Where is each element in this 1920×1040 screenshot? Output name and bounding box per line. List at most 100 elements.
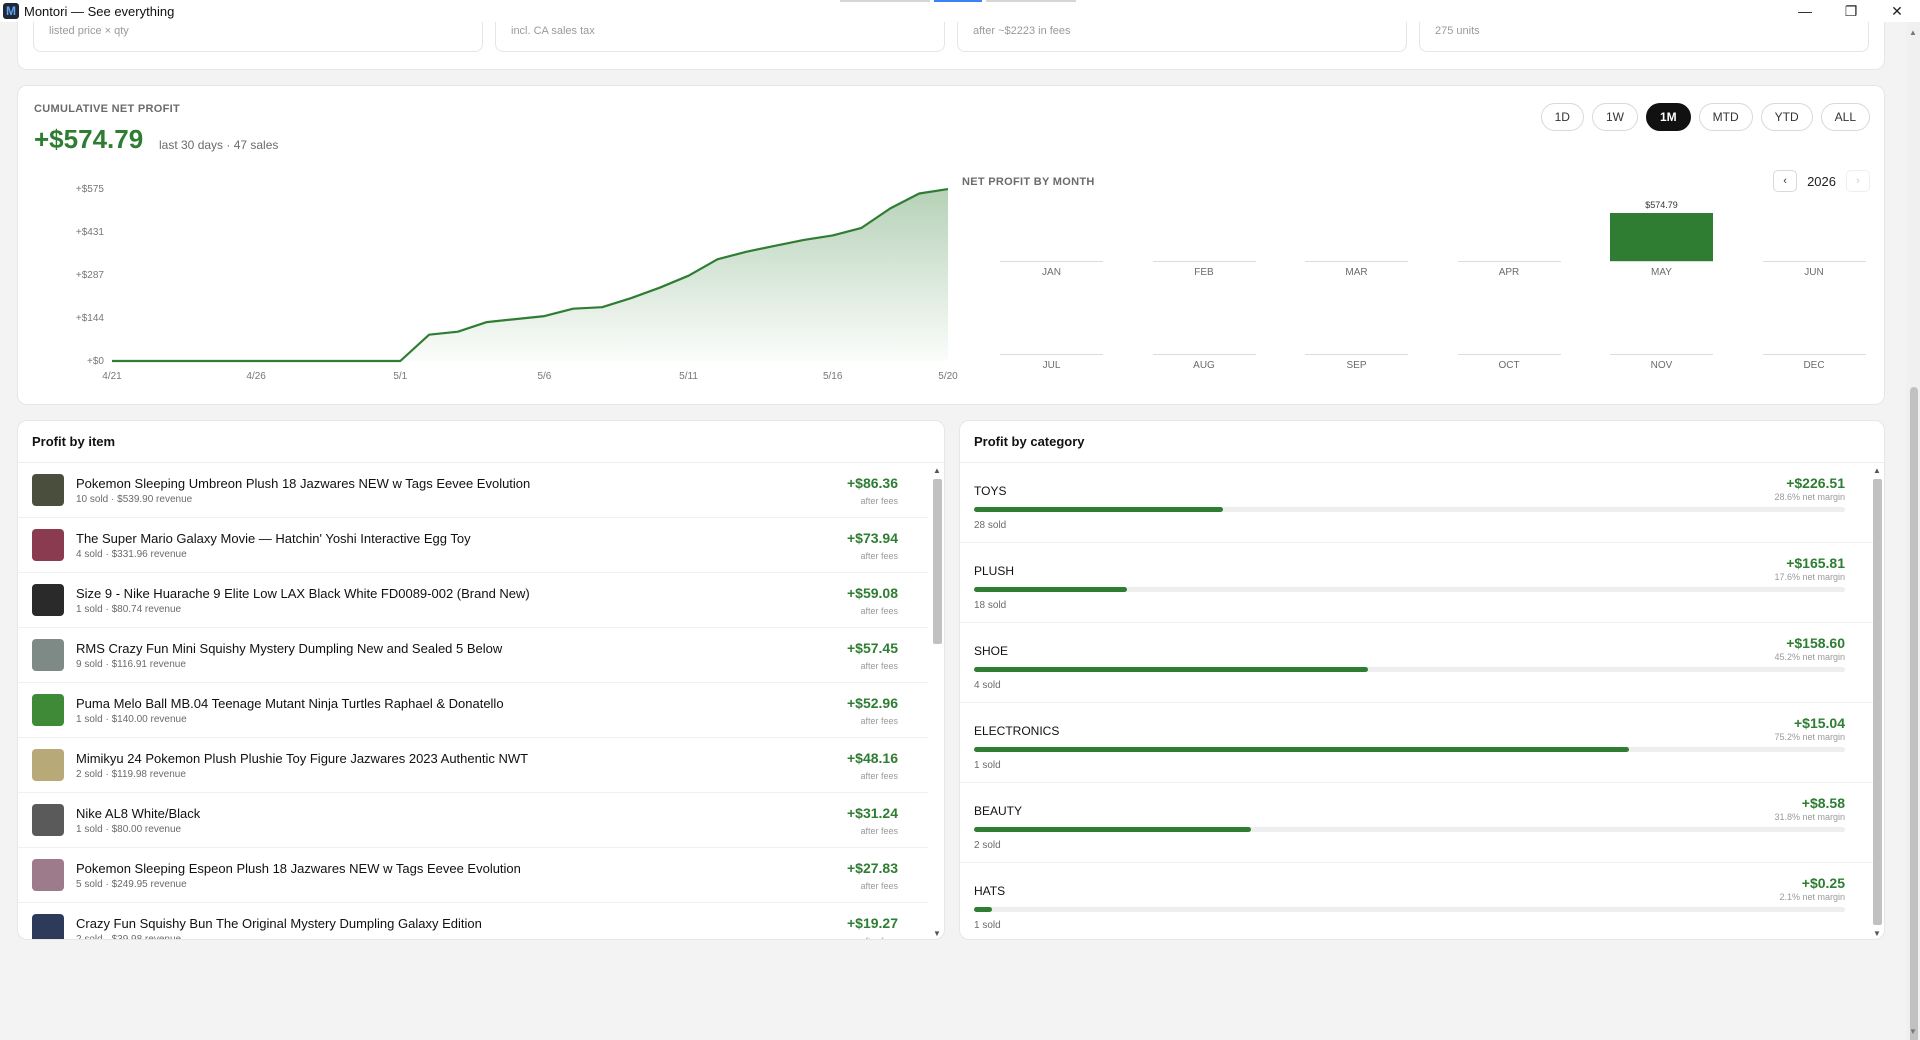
range-button-1m[interactable]: 1M	[1645, 103, 1691, 131]
category-sold-count: 1 sold	[974, 760, 1001, 771]
range-button-1w[interactable]: 1W	[1591, 103, 1638, 131]
category-sold-count: 18 sold	[974, 600, 1007, 611]
item-meta: 1 sold · $80.74 revenue	[76, 604, 182, 615]
month-cell-sep[interactable]: SEP	[1305, 299, 1408, 389]
cumulative-subtitle: last 30 days · 47 sales	[159, 138, 279, 152]
prev-year-button[interactable]: ‹	[1773, 170, 1798, 192]
month-cell-nov[interactable]: NOV	[1610, 299, 1713, 389]
scroll-up-icon[interactable]: ▲	[1909, 28, 1917, 37]
month-value-label: $574.79	[1645, 200, 1678, 210]
margin-bar-track	[974, 907, 1845, 912]
item-name: Puma Melo Ball MB.04 Teenage Mutant Ninj…	[76, 696, 504, 711]
item-list-scrollbar[interactable]: ▲ ▼	[930, 463, 944, 939]
category-row[interactable]: HATS +$0.25 2.1% net margin 1 sold	[960, 863, 1875, 939]
item-row[interactable]: Puma Melo Ball MB.04 Teenage Mutant Ninj…	[18, 683, 928, 738]
cumulative-profit-chart: +$0 +$144 +$287 +$431 +$575 4/21 4/26 5/1 5/6 5/1…	[76, 184, 958, 382]
month-cell-aug[interactable]: AUG	[1152, 299, 1256, 389]
category-list-scrollbar[interactable]: ▲ ▼	[1870, 463, 1884, 939]
month-baseline	[1762, 354, 1866, 355]
scroll-down-icon[interactable]: ▼	[1909, 1027, 1917, 1036]
item-name: Mimikyu 24 Pokemon Plush Plushie Toy Fig…	[76, 751, 529, 766]
scroll-down-icon[interactable]: ▼	[1873, 929, 1881, 938]
item-thumbnail	[32, 749, 64, 781]
item-row[interactable]: Mimikyu 24 Pokemon Plush Plushie Toy Fig…	[18, 738, 928, 793]
month-bar[interactable]	[1610, 213, 1713, 261]
monthly-profit-chart: JAN FEB MAR APR $574.79 MAY JUN JUL AUG SEP OCT NOV…	[978, 200, 1868, 396]
stat-card: after ~$2223 in fees	[957, 22, 1407, 52]
item-name: Pokemon Sleeping Umbreon Plush 18 Jazwar…	[76, 476, 531, 491]
category-name: BEAUTY	[974, 804, 1023, 818]
item-row[interactable]: Size 9 - Nike Huarache 9 Elite Low LAX B…	[18, 573, 928, 628]
item-row[interactable]: Nike AL8 White/Black 1 sold · $80.00 reve…	[18, 793, 928, 848]
category-profit: +$165.81	[1786, 555, 1845, 571]
page-scrollbar-thumb[interactable]	[1910, 387, 1918, 1040]
tab-indicator[interactable]	[840, 0, 930, 2]
y-tick-label: +$144	[76, 313, 105, 324]
range-button-mtd[interactable]: MTD	[1698, 103, 1753, 131]
item-thumbnail	[32, 529, 64, 561]
y-tick-label: +$431	[76, 227, 105, 238]
category-row[interactable]: TOYS +$226.51 28.6% net margin 28 sold	[960, 463, 1875, 543]
category-scrollbar-thumb[interactable]	[1873, 479, 1882, 925]
month-cell-mar[interactable]: MAR	[1305, 206, 1408, 296]
month-cell-jun[interactable]: JUN	[1762, 206, 1866, 296]
item-meta: 2 sold · $39.98 revenue	[76, 934, 182, 940]
category-row[interactable]: ELECTRONICS +$15.04 75.2% net margin 1 sold	[960, 703, 1875, 783]
item-scrollbar-thumb[interactable]	[933, 479, 942, 644]
month-label: MAR	[1345, 267, 1368, 278]
item-thumbnail	[32, 639, 64, 671]
month-cell-oct[interactable]: OCT	[1457, 299, 1561, 389]
page-scrollbar[interactable]: ▲ ▼	[1906, 22, 1920, 1040]
window-title: Montori — See everything	[24, 3, 175, 19]
range-button-all[interactable]: ALL	[1820, 103, 1870, 131]
month-baseline	[1305, 261, 1408, 262]
scroll-down-icon[interactable]: ▼	[933, 929, 941, 938]
item-row[interactable]: Crazy Fun Squishy Bun The Original Myste…	[18, 903, 928, 940]
scroll-up-icon[interactable]: ▲	[1873, 466, 1881, 475]
range-button-1d[interactable]: 1D	[1540, 103, 1584, 131]
scroll-up-icon[interactable]: ▲	[933, 466, 941, 475]
item-thumbnail	[32, 584, 64, 616]
category-margin: 17.6% net margin	[1774, 572, 1845, 582]
category-name: HATS	[974, 884, 1006, 898]
minimize-icon[interactable]: —	[1798, 3, 1812, 19]
month-label: MAY	[1651, 267, 1672, 278]
stat-card: incl. CA sales tax	[495, 22, 945, 52]
tab-indicator-active[interactable]	[934, 0, 982, 2]
close-icon[interactable]: ✕	[1891, 2, 1903, 19]
item-row[interactable]: Pokemon Sleeping Umbreon Plush 18 Jazwar…	[18, 463, 928, 518]
item-fees-note: after fees	[860, 661, 898, 671]
item-fees-note: after fees	[860, 716, 898, 726]
margin-bar-track	[974, 587, 1845, 592]
item-fees-note: after fees	[860, 826, 898, 836]
margin-bar-fill	[974, 907, 993, 912]
category-row[interactable]: PLUSH +$165.81 17.6% net margin 18 sold	[960, 543, 1875, 623]
item-profit: +$27.83	[847, 860, 898, 876]
item-fees-note: after fees	[860, 881, 898, 891]
item-row[interactable]: The Super Mario Galaxy Movie — Hatchin' …	[18, 518, 928, 573]
margin-bar-track	[974, 507, 1845, 512]
month-baseline	[1152, 261, 1256, 262]
category-row[interactable]: BEAUTY +$8.58 31.8% net margin 2 sold	[960, 783, 1875, 863]
margin-bar-track	[974, 827, 1845, 832]
month-cell-jul[interactable]: JUL	[1000, 299, 1103, 389]
month-cell-jan[interactable]: JAN	[1000, 206, 1103, 296]
item-row[interactable]: RMS Crazy Fun Mini Squishy Mystery Dumpl…	[18, 628, 928, 683]
range-button-ytd[interactable]: YTD	[1760, 103, 1813, 131]
item-row[interactable]: Pokemon Sleeping Espeon Plush 18 Jazware…	[18, 848, 928, 903]
tab-indicator[interactable]	[986, 0, 1076, 2]
category-profit: +$15.04	[1794, 715, 1845, 731]
month-label: JUN	[1804, 267, 1824, 278]
stats-panel: listed price × qty incl. CA sales tax af…	[17, 22, 1885, 70]
month-cell-may[interactable]: $574.79 MAY	[1610, 200, 1713, 296]
month-cell-apr[interactable]: APR	[1457, 206, 1561, 296]
month-cell-feb[interactable]: FEB	[1152, 206, 1256, 296]
item-profit: +$57.45	[847, 640, 898, 656]
category-row[interactable]: SHOE +$158.60 45.2% net margin 4 sold	[960, 623, 1875, 703]
month-cell-dec[interactable]: DEC	[1762, 299, 1866, 389]
maximize-icon[interactable]: ❐	[1844, 2, 1858, 19]
next-year-button[interactable]: ›	[1846, 170, 1870, 192]
item-thumbnail	[32, 914, 64, 939]
window-controls: — ❐ ✕	[1782, 0, 1920, 22]
year-label: 2026	[1807, 173, 1836, 189]
